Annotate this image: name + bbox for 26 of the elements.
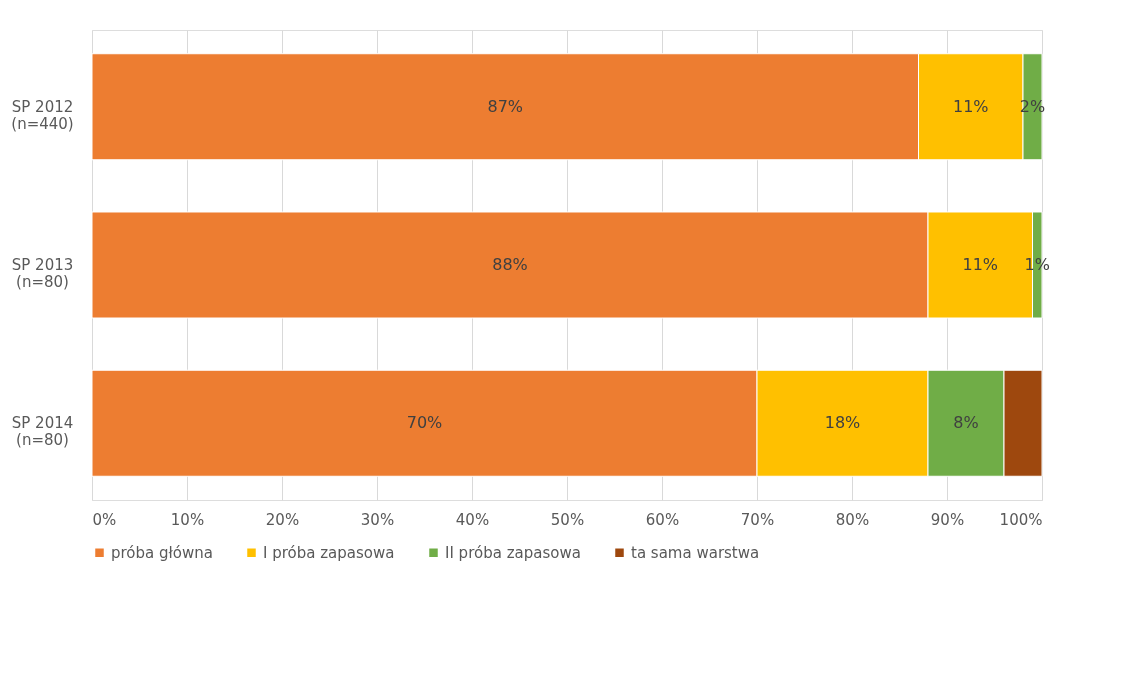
data-label: 8% bbox=[953, 413, 979, 433]
x-tick-label: 10% bbox=[170, 510, 205, 529]
y-tick-label: SP 2012 (n=440) bbox=[11, 97, 74, 133]
legend-label: ta sama warstwa bbox=[631, 543, 760, 562]
x-tick-label: 90% bbox=[930, 510, 965, 529]
legend-label: II próba zapasowa bbox=[445, 543, 581, 562]
legend-label: I próba zapasowa bbox=[263, 543, 395, 562]
data-label: 18% bbox=[824, 413, 861, 433]
legend-label: próba główna bbox=[111, 543, 213, 562]
data-label: 1% bbox=[1024, 255, 1050, 274]
data-label: 11% bbox=[952, 96, 989, 116]
data-label: 11% bbox=[962, 255, 999, 274]
x-tick-label: 70% bbox=[740, 510, 775, 529]
x-tick-label: 80% bbox=[835, 510, 870, 529]
x-tick-label: 0% bbox=[92, 510, 117, 529]
x-tick-label: 100% bbox=[999, 510, 1043, 529]
y-tick-label: SP 2013 (n=80) bbox=[11, 256, 74, 291]
data-label: 88% bbox=[492, 255, 528, 274]
x-tick-label: 60% bbox=[645, 510, 680, 529]
x-tick-label: 50% bbox=[550, 510, 585, 529]
data-label: 87% bbox=[487, 96, 524, 116]
x-tick-label: 20% bbox=[265, 510, 300, 529]
x-tick-label: 40% bbox=[455, 510, 490, 529]
x-tick-label: 30% bbox=[360, 510, 395, 529]
data-label: 70% bbox=[406, 413, 443, 433]
y-tick-label: SP 2014 (n=80) bbox=[11, 414, 74, 450]
